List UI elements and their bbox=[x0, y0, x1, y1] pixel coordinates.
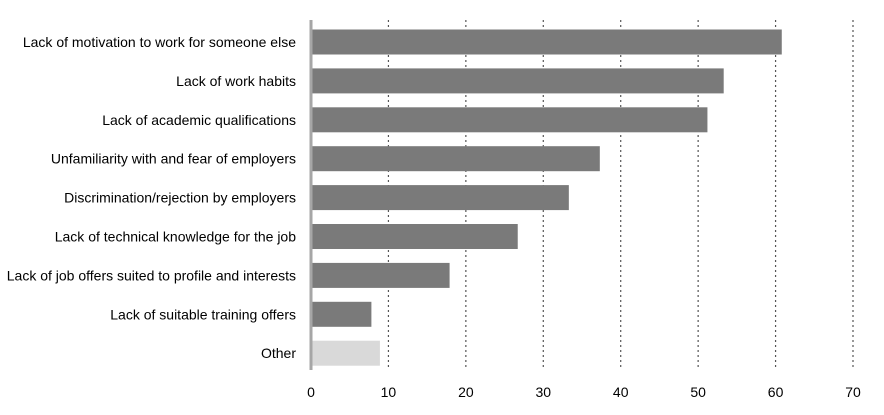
category-label-0: Lack of motivation to work for someone e… bbox=[23, 34, 296, 50]
x-tick-label-70: 70 bbox=[845, 384, 861, 400]
category-label-3: Unfamiliarity with and fear of employers bbox=[51, 151, 296, 167]
category-label-6: Lack of job offers suited to profile and… bbox=[7, 267, 296, 283]
x-tick-label-20: 20 bbox=[458, 384, 474, 400]
x-tick-label-30: 30 bbox=[535, 384, 551, 400]
bar-0 bbox=[311, 29, 782, 55]
bar-4 bbox=[311, 185, 569, 211]
x-tick-label-0: 0 bbox=[307, 384, 315, 400]
category-label-5: Lack of technical knowledge for the job bbox=[55, 229, 296, 245]
bar-6 bbox=[311, 262, 450, 288]
x-tick-label-60: 60 bbox=[768, 384, 784, 400]
x-tick-label-40: 40 bbox=[613, 384, 629, 400]
bar-5 bbox=[311, 224, 518, 249]
bar-2 bbox=[311, 107, 708, 133]
category-label-1: Lack of work habits bbox=[176, 73, 296, 89]
x-tick-labels: 0 10 20 30 40 50 60 70 bbox=[307, 384, 861, 400]
x-tick-label-10: 10 bbox=[381, 384, 397, 400]
category-labels: Lack of motivation to work for someone e… bbox=[7, 34, 297, 361]
bars bbox=[311, 29, 782, 366]
bar-1 bbox=[311, 68, 724, 94]
category-label-7: Lack of suitable training offers bbox=[110, 306, 296, 322]
bar-7 bbox=[311, 301, 372, 327]
bar-3 bbox=[311, 146, 600, 172]
x-tick-label-50: 50 bbox=[690, 384, 706, 400]
category-label-2: Lack of academic qualifications bbox=[102, 112, 296, 128]
category-label-8: Other bbox=[261, 345, 296, 361]
bar-8 bbox=[311, 340, 380, 366]
category-label-4: Discrimination/rejection by employers bbox=[64, 190, 296, 206]
